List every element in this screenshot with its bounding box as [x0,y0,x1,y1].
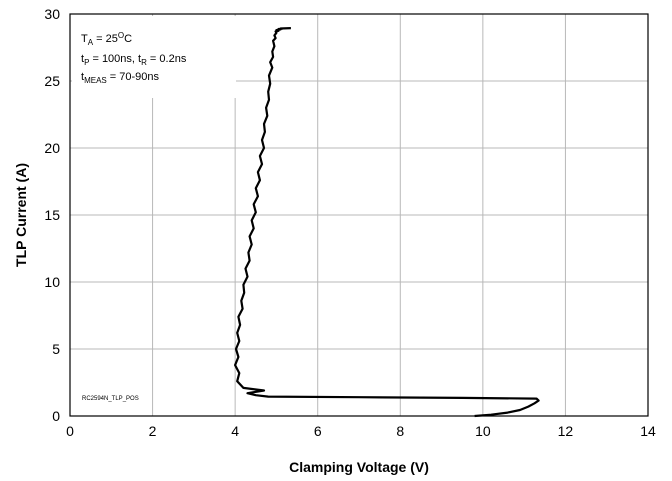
annotation-line-2: tMEAS = 70-90ns [81,71,160,85]
y-tick-label-2: 10 [44,274,60,290]
x-tick-label-2: 4 [231,423,239,439]
x-tick-label-4: 8 [396,423,404,439]
y-tick-label-0: 0 [52,408,60,424]
x-tick-label-6: 12 [558,423,574,439]
y-tick-label-4: 20 [44,140,60,156]
annotation-line-1: tP = 100ns, tR = 0.2ns [81,53,187,67]
y-axis-title: TLP Current (A) [13,163,29,267]
x-tick-label-1: 2 [149,423,157,439]
x-tick-label-3: 6 [314,423,322,439]
y-tick-label-1: 5 [52,341,60,357]
x-tick-label-7: 14 [640,423,656,439]
x-axis-title: Clamping Voltage (V) [289,459,429,475]
test-conditions-annotation: TA = 25OC tP = 100ns, tR = 0.2ns tMEAS = 7… [81,31,187,85]
tlp-curve [234,27,540,418]
grid-lines [69,13,649,417]
watermark-label: RC2594N_TLP_POS [82,396,139,402]
annotation-line-0: TA = 25OC [81,31,132,47]
annotation-background [72,16,236,98]
x-tick-label-5: 10 [475,423,491,439]
y-tick-label-3: 15 [44,207,60,223]
y-tick-label-6: 30 [44,6,60,22]
plot-frame [69,13,649,417]
y-tick-label-5: 25 [44,73,60,89]
x-tick-label-0: 0 [66,423,74,439]
tick-labels: 0 2 4 6 8 10 12 14 0 5 10 15 20 25 30 [44,6,656,439]
